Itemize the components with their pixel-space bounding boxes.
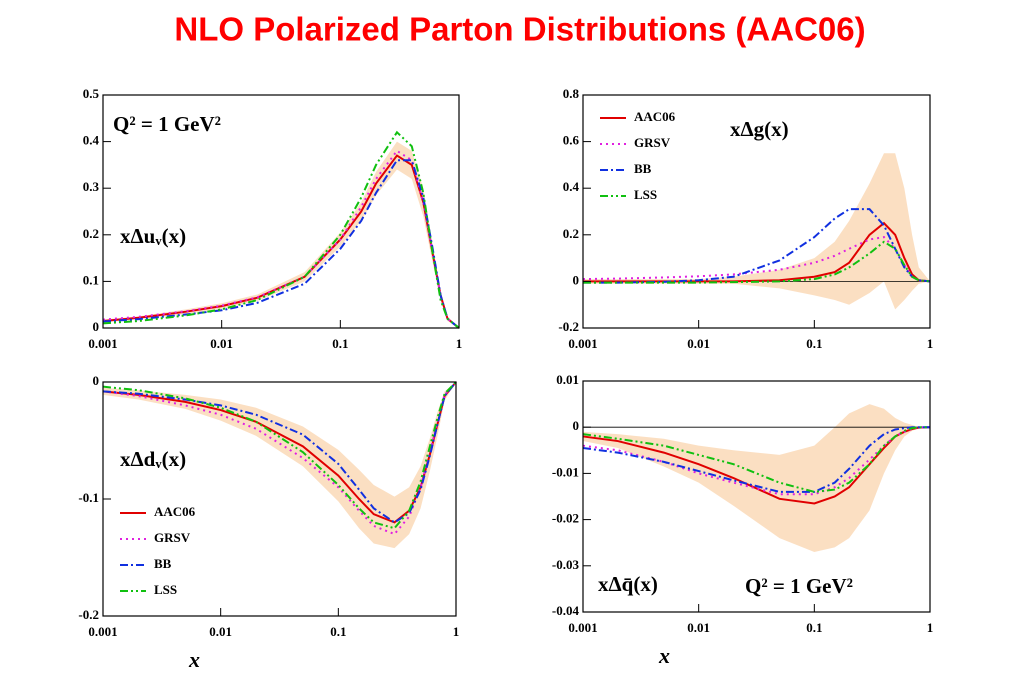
- series-line: [102, 381, 457, 536]
- x-tick-label: 0.01: [209, 624, 232, 639]
- x-tick-label: 0.001: [88, 624, 117, 639]
- x-tick-label: 0.01: [687, 336, 710, 351]
- legend-label: LSS: [154, 582, 177, 597]
- x-tick-label: 0.001: [88, 336, 117, 351]
- y-tick-label: 0.3: [83, 179, 100, 194]
- x-tick-label: 1: [453, 624, 460, 639]
- annotation: xΔuᵥ(x): [120, 224, 186, 248]
- y-tick-label: 0: [93, 319, 100, 334]
- x-tick-label: 0.01: [210, 336, 233, 351]
- y-tick-label: -0.02: [552, 511, 579, 526]
- series-line: [582, 426, 930, 493]
- y-tick-label: -0.04: [552, 603, 580, 618]
- x-tick-label: 0.1: [806, 620, 822, 635]
- x-tick-label: 0.1: [332, 336, 348, 351]
- x-tick-label: 1: [927, 620, 934, 635]
- y-tick-label: 0.8: [563, 86, 580, 101]
- series-line: [102, 130, 460, 329]
- y-tick-label: 0: [93, 373, 100, 388]
- plot-frame: [582, 380, 931, 613]
- x-tick-label: 0.1: [330, 624, 346, 639]
- x-tick-label: 1: [927, 336, 934, 351]
- annotation: Q² = 1 GeV²: [113, 112, 221, 136]
- series-line: [583, 208, 931, 284]
- y-tick-label: 0.2: [83, 226, 99, 241]
- y-tick-label: 0.5: [83, 86, 100, 101]
- y-tick-label: 0.4: [83, 133, 100, 148]
- legend-label: AAC06: [154, 504, 196, 519]
- legend-label: LSS: [634, 187, 657, 202]
- legend-label: GRSV: [634, 135, 671, 150]
- error-band: [583, 153, 930, 310]
- series-line: [102, 381, 457, 530]
- y-tick-label: 0.6: [563, 133, 580, 148]
- y-tick-label: -0.2: [78, 607, 99, 622]
- figure-title: NLO Polarized Parton Distributions (AAC0…: [174, 11, 865, 48]
- annotation: xΔg(x): [730, 117, 789, 141]
- plot-frame: [102, 94, 460, 329]
- legend-label: BB: [634, 161, 652, 176]
- annotation: Q² = 1 GeV²: [745, 574, 853, 598]
- y-tick-label: -0.2: [558, 319, 579, 334]
- y-tick-label: 0: [573, 418, 580, 433]
- y-tick-label: -0.03: [552, 557, 580, 572]
- x-axis-label: x: [188, 647, 200, 672]
- annotation: xΔdᵥ(x): [120, 447, 186, 471]
- x-tick-label: 1: [456, 336, 463, 351]
- x-tick-label: 0.001: [568, 620, 597, 635]
- y-tick-label: 0.2: [563, 226, 579, 241]
- legend-label: AAC06: [634, 109, 676, 124]
- x-tick-label: 0.1: [806, 336, 822, 351]
- error-band: [583, 404, 930, 552]
- x-tick-label: 0.01: [687, 620, 710, 635]
- annotation: xΔq̄(x): [598, 572, 658, 596]
- y-tick-label: 0.4: [563, 179, 580, 194]
- legend-label: GRSV: [154, 530, 191, 545]
- y-tick-label: 0: [573, 272, 580, 287]
- y-tick-label: 0.1: [83, 272, 99, 287]
- x-tick-label: 0.001: [568, 336, 597, 351]
- x-axis-label: x: [658, 643, 670, 668]
- plot-frame: [582, 94, 931, 329]
- series-line: [582, 426, 931, 505]
- y-tick-label: -0.1: [78, 490, 99, 505]
- y-tick-label: 0.01: [556, 372, 579, 387]
- y-tick-label: -0.01: [552, 464, 579, 479]
- legend-label: BB: [154, 556, 172, 571]
